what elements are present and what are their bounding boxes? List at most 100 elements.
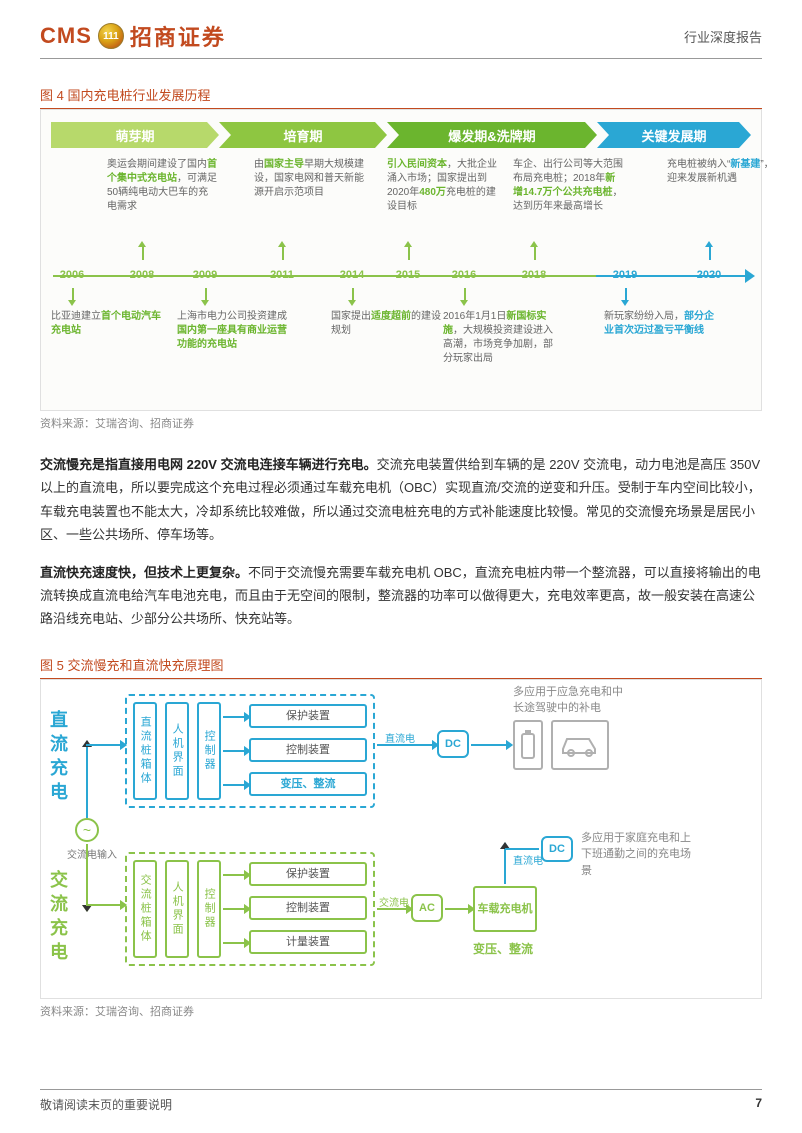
timeline-top-descriptions: 奥运会期间建设了国内首个集中式充电站，可满足50辆纯电动大巴车的充电需求由国家主… (51, 158, 751, 246)
ac-input-label: 交流电输入 (67, 846, 117, 861)
ac-tag: AC (411, 894, 443, 922)
timeline-desc-bottom: 上海市电力公司投资建成国内第一座具有商业运营功能的充电站 (177, 310, 287, 352)
timeline-stem-arrow-icon (138, 241, 146, 247)
ac-box-label: 交流桩箱体 (133, 860, 157, 958)
dc-hmi: 人机界面 (165, 702, 189, 800)
dc-controller: 控制器 (197, 702, 221, 800)
arrow-dc-3 (223, 784, 245, 786)
timeline-phase-row: 萌芽期培育期爆发期&洗牌期关键发展期 (51, 122, 751, 148)
timeline-year: 2020 (697, 269, 721, 281)
ac-meter: 计量装置 (249, 930, 367, 954)
car-icon (551, 720, 609, 770)
body-text: 交流慢充是指直接用电网 220V 交流电连接车辆进行充电。交流充电装置供给到车辆… (40, 453, 762, 631)
timeline-stem-arrow-icon (404, 241, 412, 247)
timeline-stem (142, 246, 144, 260)
timeline-axis: 2006 2008 2009 2011 2014 2015 2016 2018 2019 2020 (51, 264, 751, 288)
figure-5: 图 5 交流慢充和直流快充原理图 直流充电 交流充电 ~ 交流电输入 直流桩箱体… (40, 655, 762, 1019)
timeline-stem-arrow-icon (278, 241, 286, 247)
timeline-year: 2014 (340, 269, 364, 281)
ac-protect: 保护装置 (249, 862, 367, 886)
ac-control: 控制装置 (249, 896, 367, 920)
footer-note: 敬请阅读末页的重要说明 (40, 1096, 172, 1113)
timeline-bottom-descriptions: 比亚迪建立首个电动汽车充电站上海市电力公司投资建成国内第一座具有商业运营功能的充… (51, 306, 751, 402)
dc-usage-note: 多应用于应急充电和中长途驾驶中的补电 (513, 684, 623, 717)
fig4-caption: 图 4 国内充电桩行业发展历程 (40, 85, 762, 104)
ac-input-icon: ~ (75, 818, 99, 842)
ac-usage-note: 多应用于家庭充电和上下班通勤之间的充电场景 (581, 830, 691, 880)
timeline-year: 2018 (522, 269, 546, 281)
timeline-desc-bottom: 新玩家纷纷入局，部分企业首次迈过盈亏平衡线 (604, 310, 714, 338)
timeline-stem (709, 246, 711, 260)
line-obc-dc (505, 848, 539, 850)
arrow-ac-2 (223, 908, 245, 910)
figure-4: 图 4 国内充电桩行业发展历程 萌芽期培育期爆发期&洗牌期关键发展期 奥运会期间… (40, 85, 762, 431)
arrow-dc-2 (223, 750, 245, 752)
obc-node: 车载充电机 (473, 886, 537, 932)
timeline-year: 2011 (270, 269, 294, 281)
arrow-acin-to-ac (86, 844, 88, 906)
timeline-stem (408, 246, 410, 260)
timeline-phase: 爆发期&洗牌期 (387, 122, 597, 148)
timeline-year: 2006 (60, 269, 84, 281)
timeline-stem-arrow-icon (705, 241, 713, 247)
timeline-stem-arrow-icon (530, 241, 538, 247)
paragraph-1: 交流慢充是指直接用电网 220V 交流电连接车辆进行充电。交流充电装置供给到车辆… (40, 453, 762, 547)
timeline-arrow-icon (745, 269, 755, 283)
fig4-box: 萌芽期培育期爆发期&洗牌期关键发展期 奥运会期间建设了国内首个集中式充电站，可满… (40, 109, 762, 411)
fig5-caption: 图 5 交流慢充和直流快充原理图 (40, 655, 762, 674)
timeline-desc-bottom: 国家提出适度超前的建设规划 (331, 310, 441, 338)
timeline-desc-top: 引入民间资本，大批企业涌入市场；国家提出到2020年480万充电桩的建设目标 (387, 158, 497, 214)
battery-icon (513, 720, 543, 770)
brand-badge-icon: 111 (98, 23, 124, 49)
timeline-desc-bottom: 2016年1月1日新国标实施，大规模投资建设进入高潮，市场竞争加剧，部分玩家出局 (443, 310, 553, 366)
fig5-source: 资料来源：艾瑞咨询、招商证券 (40, 1003, 762, 1019)
timeline-stem (534, 246, 536, 260)
dc-out-label: 直流电 (385, 730, 415, 745)
timeline-year: 2015 (396, 269, 420, 281)
timeline-year: 2019 (613, 269, 637, 281)
timeline-year: 2008 (130, 269, 154, 281)
timeline-phase: 培育期 (219, 122, 387, 148)
timeline-stem (282, 246, 284, 260)
timeline-phase: 关键发展期 (597, 122, 751, 148)
timeline-stems-up (51, 246, 751, 260)
fig5-diagram: 直流充电 交流充电 ~ 交流电输入 直流桩箱体 人机界面 控制器 保护装置 控制… (40, 679, 762, 999)
arrow-ac-3 (223, 942, 245, 944)
timeline-desc-top: 奥运会期间建设了国内首个集中式充电站，可满足50辆纯电动大巴车的充电需求 (107, 158, 217, 214)
brand-logo: CMS 111 招商证券 (40, 20, 226, 52)
arrow-acin-dc-head (99, 744, 121, 746)
timeline-phase: 萌芽期 (51, 122, 219, 148)
dc-box-label: 直流桩箱体 (133, 702, 157, 800)
timeline-stems-down (51, 288, 751, 302)
brand-en: CMS (40, 23, 92, 49)
ac-out-label: 交流电 (379, 894, 409, 909)
dc-control: 控制装置 (249, 738, 367, 762)
timeline-year: 2009 (193, 269, 217, 281)
timeline-desc-top: 车企、出行公司等大范围布局充电桩；2018年新增14.7万个公共充电桩，达到历年… (513, 158, 623, 214)
arrow-acin-ac-head (99, 904, 121, 906)
page-number: 7 (755, 1096, 762, 1113)
arrow-acin-to-dc (86, 746, 88, 818)
ac-hmi: 人机界面 (165, 860, 189, 958)
p2-lead: 直流快充速度快，但技术上更复杂。 (40, 565, 248, 580)
paragraph-2: 直流快充速度快，但技术上更复杂。不同于交流慢充需要车载充电机 OBC，直流充电桩… (40, 561, 762, 631)
ac-section-label: 交流充电 (45, 870, 71, 966)
obc-dc-label: 直流电 (513, 852, 543, 867)
page-footer: 敬请阅读末页的重要说明 7 (40, 1089, 762, 1113)
doc-type-label: 行业深度报告 (684, 27, 762, 46)
arrow-dc-to-car (471, 744, 507, 746)
page-header: CMS 111 招商证券 行业深度报告 (40, 20, 762, 59)
obc-dc-tag: DC (541, 836, 573, 862)
timeline-desc-top: 由国家主导早期大规模建设，国家电网和普天新能源开启示范项目 (254, 158, 364, 200)
timeline-desc-bottom: 比亚迪建立首个电动汽车充电站 (51, 310, 161, 338)
ac-controller: 控制器 (197, 860, 221, 958)
arrow-dc-1 (223, 716, 245, 718)
fig4-source: 资料来源：艾瑞咨询、招商证券 (40, 415, 762, 431)
dc-transform: 变压、整流 (249, 772, 367, 796)
brand-cn: 招商证券 (130, 20, 226, 52)
dc-protect: 保护装置 (249, 704, 367, 728)
dc-section-label: 直流充电 (45, 710, 71, 806)
timeline-year: 2016 (452, 269, 476, 281)
arrow-ac-to-obc (445, 908, 469, 910)
obc-transform-label: 变压、整流 (473, 940, 533, 957)
